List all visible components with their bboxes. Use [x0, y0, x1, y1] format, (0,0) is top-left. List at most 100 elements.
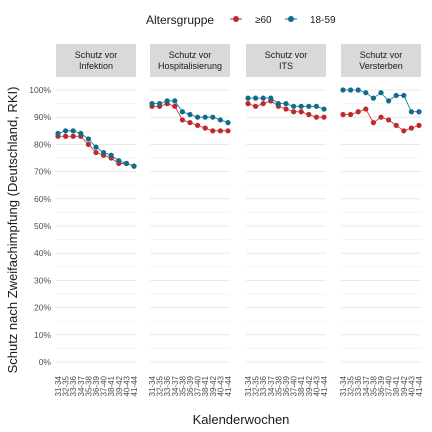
x-tick-label: 31-34 [244, 375, 253, 396]
x-tick-label: 32-35 [62, 375, 71, 396]
data-point [321, 114, 327, 120]
data-point [416, 122, 422, 128]
x-tick-label: 31-34 [148, 375, 157, 396]
data-point [378, 114, 384, 120]
data-point [195, 122, 201, 128]
legend-item: 18-59 [285, 15, 336, 26]
y-tick-label: 90% [34, 112, 51, 122]
data-point [93, 149, 99, 156]
facet-panel: Schutz vorInfektion31-3432-3533-3634-373… [54, 44, 139, 396]
x-tick-label: 33-36 [259, 375, 268, 396]
data-point [202, 125, 208, 131]
data-point [179, 117, 185, 123]
data-point [179, 109, 185, 115]
data-point [210, 114, 216, 120]
data-point [63, 133, 69, 139]
legend-title: Altersgruppe [146, 13, 214, 27]
data-point [210, 128, 216, 134]
data-point [187, 120, 193, 126]
facet-strip [246, 44, 326, 77]
y-tick-label: 80% [34, 139, 51, 149]
data-point [313, 103, 319, 109]
x-tick-label: 36-39 [377, 375, 386, 396]
data-point [195, 114, 201, 120]
data-point [313, 114, 319, 120]
x-tick-label: 41-44 [224, 375, 233, 396]
data-point [370, 95, 376, 101]
x-tick-label: 39-42 [305, 375, 314, 396]
x-tick-label: 38-41 [201, 375, 210, 396]
legend-key-point [288, 16, 294, 22]
x-tick-label: 38-41 [107, 375, 116, 396]
y-tick-label: 10% [34, 330, 51, 340]
facet-title: Versterben [359, 61, 403, 71]
x-tick-label: 35-38 [274, 375, 283, 396]
x-tick-label: 34-37 [77, 375, 86, 396]
y-axis-title: Schutz nach Zweifachimpfung (Deutschland… [5, 87, 20, 374]
data-point [187, 111, 193, 118]
x-tick-label: 35-38 [369, 375, 378, 396]
x-tick-label: 34-37 [267, 375, 276, 396]
facet-title: Schutz vor [265, 50, 308, 60]
y-tick-label: 60% [34, 194, 51, 204]
data-point [348, 87, 354, 93]
data-point [217, 117, 223, 123]
y-axis-ticks: 0% 10% 20% 30% 40% 50% 60% 70% 80% 90% 100% [29, 85, 51, 367]
facet-strip [341, 44, 421, 77]
x-tick-label: 41-44 [320, 375, 329, 396]
data-point [63, 128, 69, 134]
data-point [291, 109, 297, 115]
y-tick-label: 30% [34, 275, 51, 285]
x-tick-label: 40-43 [216, 375, 225, 396]
facet-title: Schutz vor [360, 50, 403, 60]
x-tick-label: 33-36 [163, 375, 172, 396]
y-tick-label: 20% [34, 303, 51, 313]
x-tick-label: 38-41 [392, 375, 401, 396]
y-tick-label: 70% [34, 167, 51, 177]
x-tick-label: 37-40 [290, 375, 299, 396]
x-tick-label: 32-35 [347, 375, 356, 396]
data-point [157, 101, 163, 107]
x-tick-label: 39-42 [209, 375, 218, 396]
y-tick-label: 50% [34, 221, 51, 231]
x-tick-label: 41-44 [130, 375, 139, 396]
data-point [217, 128, 223, 134]
data-point [283, 101, 289, 107]
data-point [298, 109, 304, 115]
x-tick-label: 40-43 [312, 375, 321, 396]
data-point [355, 109, 361, 115]
x-tick-label: 40-43 [122, 375, 131, 396]
legend-items: ≥60 18-59 [230, 15, 336, 26]
facet-title: Schutz vor [169, 50, 212, 60]
facet-strip [56, 44, 136, 77]
data-point [253, 95, 259, 101]
data-point [348, 111, 354, 118]
y-tick-label: 40% [34, 248, 51, 258]
data-point [386, 117, 392, 123]
data-point [245, 101, 251, 107]
data-point [401, 92, 407, 99]
legend-key-point [233, 16, 239, 22]
data-point [393, 122, 399, 128]
data-point [116, 158, 122, 164]
data-point [202, 114, 208, 120]
x-tick-label: 32-35 [156, 375, 165, 396]
data-point [85, 136, 91, 142]
x-tick-label: 36-39 [282, 375, 291, 396]
data-point [298, 103, 304, 109]
x-axis-title: Kalenderwochen [193, 412, 290, 427]
facet-strip [150, 44, 230, 77]
data-point [253, 103, 259, 109]
data-point [340, 87, 346, 93]
data-point [291, 103, 297, 109]
data-point [225, 120, 231, 126]
data-point [172, 103, 178, 109]
legend: Altersgruppe ≥60 18-59 [146, 13, 336, 27]
data-point [164, 98, 170, 104]
facet-title: Schutz vor [75, 50, 118, 60]
data-point [70, 133, 76, 139]
data-point [245, 95, 251, 101]
data-point [225, 128, 231, 134]
